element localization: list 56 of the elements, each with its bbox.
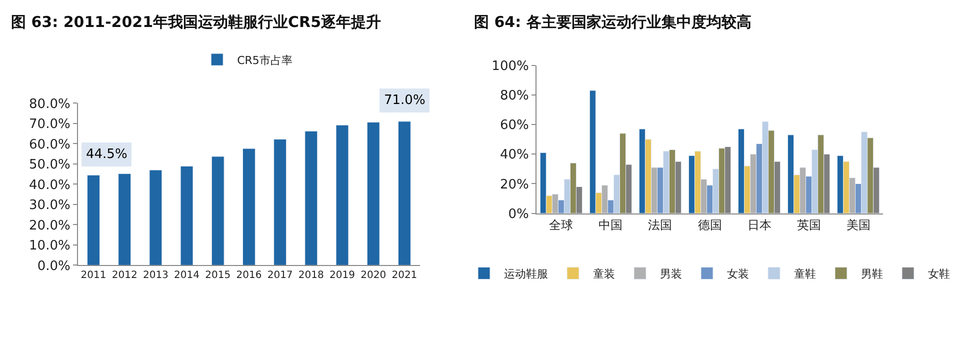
y-tick-label: 0.0% <box>37 258 70 274</box>
x-tick-label: 2019 <box>330 270 355 282</box>
y-tick-label: 40.0% <box>29 178 70 193</box>
y-tick-label: 40% <box>500 148 529 163</box>
bar <box>211 156 224 266</box>
x-tick-label: 中国 <box>598 218 623 232</box>
legend-label: 童装 <box>593 268 615 281</box>
bar <box>304 130 318 266</box>
x-tick-label: 全球 <box>549 218 574 232</box>
x-tick-label: 2020 <box>360 270 386 282</box>
legend-label: 女鞋 <box>928 268 950 281</box>
legend-label: CR5市占率 <box>237 54 292 67</box>
x-tick-label: 2017 <box>267 270 293 282</box>
bar <box>336 124 349 266</box>
bar <box>118 173 132 266</box>
y-tick-label: 100% <box>492 58 529 74</box>
y-tick-label: 80.0% <box>29 96 70 112</box>
legend-label: 男鞋 <box>861 268 883 281</box>
chart-title: 图 63: 2011-2021年我国运动鞋服行业CR5逐年提升 <box>11 13 382 31</box>
data-label: 71.0% <box>384 93 426 108</box>
y-tick-label: 80% <box>500 88 529 104</box>
bar <box>274 138 287 266</box>
x-tick-label: 日本 <box>747 218 772 232</box>
y-tick-label: 70.0% <box>29 117 70 132</box>
legend-label: 童鞋 <box>794 268 816 281</box>
bar <box>366 122 380 266</box>
x-tick-label: 2018 <box>298 270 324 282</box>
legend-label: 女装 <box>727 268 749 281</box>
x-tick-label: 2012 <box>112 270 138 282</box>
x-tick-label: 英国 <box>796 218 821 232</box>
x-tick-label: 2011 <box>80 270 106 282</box>
x-tick-label: 2013 <box>142 270 168 282</box>
x-tick-label: 2015 <box>205 270 231 282</box>
x-tick-label: 法国 <box>648 218 672 232</box>
y-tick-label: 30.0% <box>29 198 70 213</box>
x-tick-label: 德国 <box>698 218 722 232</box>
y-tick-label: 0% <box>508 206 529 222</box>
chart-title: 图 64: 各主要国家运动行业集中度均较高 <box>474 13 752 31</box>
bar <box>149 170 162 266</box>
legend-label: 运动鞋服 <box>504 268 548 281</box>
y-tick-label: 20.0% <box>29 218 70 234</box>
bar <box>242 148 256 266</box>
x-tick-label: 2014 <box>174 270 200 282</box>
bar <box>398 121 411 266</box>
data-label: 44.5% <box>86 147 128 162</box>
y-tick-label: 10.0% <box>29 238 70 254</box>
x-tick-label: 2016 <box>236 270 262 282</box>
x-tick-label: 美国 <box>846 218 870 232</box>
y-tick-label: 60% <box>500 118 529 134</box>
legend-label: 男装 <box>660 268 682 281</box>
y-tick-label: 60.0% <box>29 137 70 152</box>
y-tick-label: 20% <box>500 177 529 192</box>
bar <box>87 174 100 266</box>
bar <box>180 166 194 266</box>
x-tick-label: 2021 <box>392 270 418 282</box>
y-tick-label: 50.0% <box>29 158 70 172</box>
